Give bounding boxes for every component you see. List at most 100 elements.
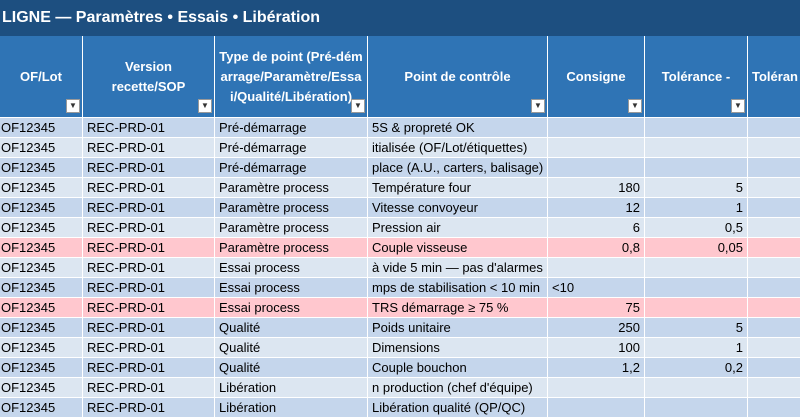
table-cell — [748, 198, 800, 218]
filter-button[interactable]: ▼ — [351, 99, 365, 113]
table-cell: OF12345 — [0, 218, 83, 238]
table-cell: OF12345 — [0, 138, 83, 158]
table-cell — [548, 398, 645, 417]
filter-button[interactable]: ▼ — [731, 99, 745, 113]
table-cell: Paramètre process — [215, 178, 368, 198]
table-cell — [645, 378, 748, 398]
column-header: Tolérance - — [645, 36, 748, 118]
table-cell — [548, 378, 645, 398]
table-cell: OF12345 — [0, 298, 83, 318]
table-cell — [748, 358, 800, 378]
table-cell — [748, 178, 800, 198]
table-cell: REC-PRD-01 — [83, 318, 215, 338]
table-cell: Poids unitaire — [368, 318, 548, 338]
table-cell: itialisée (OF/Lot/étiquettes) — [368, 138, 548, 158]
column-header: OF/Lot — [0, 36, 83, 118]
table-cell: 1,2 — [548, 358, 645, 378]
table-cell: 75 — [548, 298, 645, 318]
filter-button[interactable]: ▼ — [66, 99, 80, 113]
table-cell — [645, 258, 748, 278]
table-cell: REC-PRD-01 — [83, 178, 215, 198]
table-cell: à vide 5 min — pas d'alarmes — [368, 258, 548, 278]
table-cell: OF12345 — [0, 158, 83, 178]
table-cell: REC-PRD-01 — [83, 358, 215, 378]
filter-button[interactable]: ▼ — [628, 99, 642, 113]
table-cell: n production (chef d'équipe) — [368, 378, 548, 398]
table-cell: REC-PRD-01 — [83, 138, 215, 158]
table-cell — [748, 298, 800, 318]
table-cell: 250 — [548, 318, 645, 338]
table-cell: REC-PRD-01 — [83, 238, 215, 258]
table-cell: REC-PRD-01 — [83, 258, 215, 278]
table-cell: Dimensions — [368, 338, 548, 358]
table-cell — [748, 378, 800, 398]
table-cell: Paramètre process — [215, 238, 368, 258]
column-header: Point de contrôle — [368, 36, 548, 118]
table-cell — [748, 218, 800, 238]
table-cell: TRS démarrage ≥ 75 % — [368, 298, 548, 318]
table-cell: 5 — [645, 318, 748, 338]
table-cell: OF12345 — [0, 378, 83, 398]
table-cell: OF12345 — [0, 318, 83, 338]
table-cell — [748, 138, 800, 158]
table-cell: mps de stabilisation < 10 min — [368, 278, 548, 298]
table-cell: Couple visseuse — [368, 238, 548, 258]
table-cell: OF12345 — [0, 358, 83, 378]
table-cell: REC-PRD-01 — [83, 158, 215, 178]
table-cell: REC-PRD-01 — [83, 198, 215, 218]
column-header: Toléran — [748, 36, 800, 118]
table-cell: OF12345 — [0, 118, 83, 138]
table-cell — [548, 158, 645, 178]
table-cell: 1 — [645, 198, 748, 218]
table-cell — [748, 278, 800, 298]
table-cell — [748, 118, 800, 138]
table-cell: Essai process — [215, 298, 368, 318]
table-cell — [645, 138, 748, 158]
table-cell: Pré-démarrage — [215, 158, 368, 178]
table-cell: REC-PRD-01 — [83, 378, 215, 398]
table-cell: Libération — [215, 398, 368, 417]
table-cell: 180 — [548, 178, 645, 198]
table-cell — [645, 398, 748, 417]
table-cell: 0,5 — [645, 218, 748, 238]
table-cell — [548, 118, 645, 138]
table-cell: Pré-démarrage — [215, 138, 368, 158]
table-cell — [748, 338, 800, 358]
table-cell — [748, 238, 800, 258]
table-cell: 1 — [645, 338, 748, 358]
table-cell: Pré-démarrage — [215, 118, 368, 138]
table-cell: 5S & propreté OK — [368, 118, 548, 138]
table-cell: 12 — [548, 198, 645, 218]
table-cell — [748, 258, 800, 278]
table-cell: Qualité — [215, 358, 368, 378]
table-cell: Paramètre process — [215, 198, 368, 218]
filter-button[interactable]: ▼ — [531, 99, 545, 113]
table-cell: Couple bouchon — [368, 358, 548, 378]
table-cell: 0,2 — [645, 358, 748, 378]
table-cell: OF12345 — [0, 398, 83, 417]
filter-button[interactable]: ▼ — [198, 99, 212, 113]
table-cell: Pression air — [368, 218, 548, 238]
table-cell: REC-PRD-01 — [83, 338, 215, 358]
table-cell — [645, 118, 748, 138]
table-cell: 6 — [548, 218, 645, 238]
table-cell: Qualité — [215, 318, 368, 338]
table-cell: REC-PRD-01 — [83, 398, 215, 417]
table-cell: OF12345 — [0, 198, 83, 218]
table-cell: OF12345 — [0, 178, 83, 198]
table-cell — [548, 138, 645, 158]
table-cell: OF12345 — [0, 338, 83, 358]
table-cell: <10 — [548, 278, 645, 298]
table-cell: OF12345 — [0, 238, 83, 258]
table-cell — [748, 158, 800, 178]
table-cell: Essai process — [215, 278, 368, 298]
table-cell: 100 — [548, 338, 645, 358]
table-cell: Qualité — [215, 338, 368, 358]
table-cell: Libération qualité (QP/QC) — [368, 398, 548, 417]
table-cell: place (A.U., carters, balisage) — [368, 158, 548, 178]
table-cell: Libération — [215, 378, 368, 398]
table-cell: OF12345 — [0, 278, 83, 298]
column-header: Type de point (Pré-démarrage/Paramètre/E… — [215, 36, 368, 118]
table-cell — [645, 158, 748, 178]
